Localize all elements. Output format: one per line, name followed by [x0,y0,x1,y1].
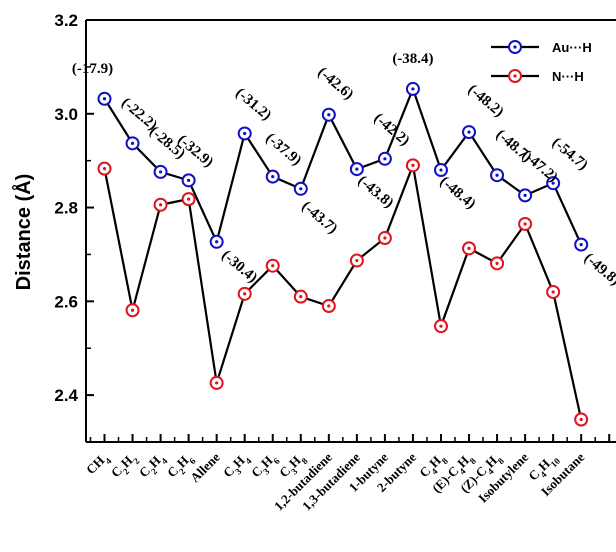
legend-label: Au···H [552,40,592,55]
legend-marker-center [513,45,517,49]
data-point-center-series-0 [495,173,499,177]
data-point-center-series-0 [411,87,415,91]
data-point-center-series-1 [579,417,583,422]
data-point-center-series-1 [551,290,555,294]
annotation-label: (-48.2) [465,82,507,121]
data-point-center-series-1 [355,258,359,263]
annotation-label: (-43.7) [298,198,340,237]
data-point-center-series-1 [130,308,135,312]
annotation-label: (-37.9) [262,130,304,169]
annotation-label: (-47.2) [519,147,561,186]
annotation-label: (-42.6) [314,64,356,103]
data-point-center-series-0 [551,181,555,185]
x-tick-label: C2H4 [136,449,170,483]
plot-frame [85,19,616,443]
data-point-center-series-1 [102,167,107,171]
data-point-center-series-0 [383,157,387,161]
y-tick-label: 2.8 [54,199,78,218]
data-point-center-series-1 [495,261,499,265]
y-axis-title: Distance (Å) [11,174,35,291]
data-point-center-series-0 [187,178,191,182]
annotation-label: (-38.4) [392,51,433,67]
x-axis-tick-labels: CH4C2H2C2H4C2H6AlleneC3H4C3H6C3H81,2-but… [83,449,587,513]
data-point-center-series-0 [355,167,359,171]
data-point-center-series-0 [299,187,303,191]
x-tick-label: C3H4 [220,449,254,483]
x-tick-label: C3H6 [248,449,282,483]
data-point-center-series-0 [130,141,135,145]
data-point-center-series-0 [102,97,107,101]
series-line-0 [103,85,583,246]
data-point-center-series-0 [327,113,331,117]
y-axis-ticks [86,19,94,443]
x-tick-label: C2H2 [108,449,142,483]
x-tick-label: Allene [187,449,223,485]
data-point-center-series-0 [523,193,527,197]
data-point-center-series-0 [243,131,247,136]
annotation-label: (-17.9) [72,61,113,77]
series-layer [97,81,589,427]
data-point-center-series-1 [327,304,331,308]
x-tick-label: CH4 [83,449,114,480]
annotation-label: (-48.4) [437,174,479,213]
x-axis-ticks [89,434,611,442]
legend: Au···H N···H [491,40,592,84]
y-tick-label: 2.4 [54,386,78,405]
data-point-center-series-1 [215,381,219,385]
y-tick-label: 3.2 [54,11,78,30]
data-point-center-series-1 [467,246,471,250]
data-point-center-series-1 [271,264,275,268]
data-point-center-series-0 [158,170,163,174]
annotation-label: (-30.4) [218,247,260,286]
legend-marker-center [513,74,517,78]
data-point-center-series-0 [215,240,219,244]
legend-label: N···H [552,69,584,84]
data-point-center-series-0 [467,130,471,134]
data-point-center-series-0 [439,168,443,172]
data-point-center-series-0 [271,175,275,179]
y-axis-tick-labels: 2.4 2.6 2.8 3.0 3.2 [54,11,78,405]
y-tick-label: 3.0 [54,105,78,124]
data-point-center-series-1 [439,324,443,328]
data-point-center-series-1 [243,292,247,296]
annotation-label: (-31.2) [232,85,274,124]
data-point-center-series-1 [383,236,387,240]
data-point-center-series-1 [158,203,163,207]
data-point-center-series-1 [523,222,527,226]
data-point-center-series-0 [579,242,583,247]
data-point-center-series-1 [299,295,303,299]
data-point-center-series-1 [411,163,415,167]
data-point-center-series-1 [187,197,191,201]
series-line-1 [103,161,583,420]
annotation-label: (-49.8) [581,250,616,289]
y-tick-label: 2.6 [54,292,78,311]
annotation-label: (-43.8) [354,173,396,212]
data-annotations: (-17.9)(-22.2)(-28.5)(-32.9)(-30.4)(-31.… [72,51,616,289]
